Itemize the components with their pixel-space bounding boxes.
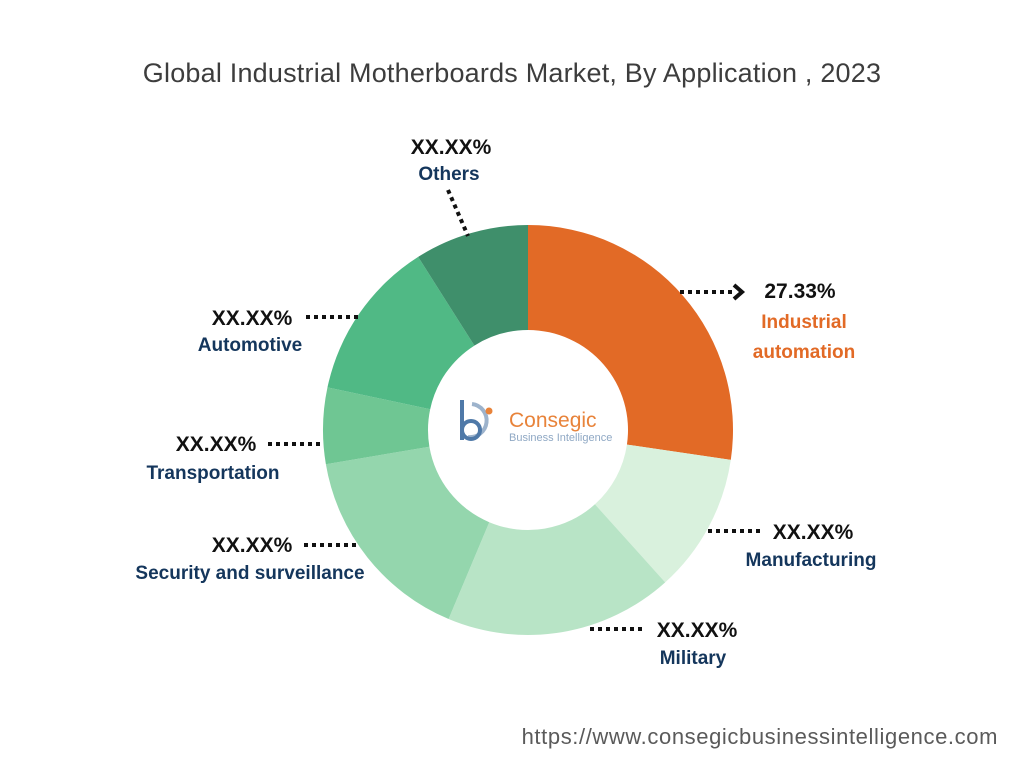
slice-manufacturing — [594, 444, 731, 583]
leader-arrow-icon — [732, 283, 746, 301]
donut-slices — [323, 225, 733, 636]
category-label-security-and-surveillance: Security and surveillance — [135, 563, 364, 584]
category-label-industrial-automation-line-1: Industrial — [761, 312, 847, 333]
value-label-manufacturing: XX.XX% — [773, 521, 854, 544]
category-label-manufacturing: Manufacturing — [746, 550, 877, 571]
slice-labels: 27.33% Industrial automation XX.XX% Manufact… — [135, 136, 876, 669]
logo-b-icon — [460, 400, 483, 441]
label-leaders — [268, 189, 760, 631]
leader-line-others — [446, 189, 470, 237]
category-label-automotive: Automotive — [198, 335, 303, 356]
logo-tagline: Business Intelligence — [509, 432, 612, 444]
logo-name: Consegic — [509, 409, 597, 432]
value-label-industrial-automation: 27.33% — [764, 280, 836, 303]
footer-url[interactable]: https://www.consegicbusinessintelligence… — [521, 724, 998, 749]
category-label-industrial-automation-line-2: automation — [753, 342, 855, 363]
value-label-automotive: XX.XX% — [212, 307, 293, 330]
logo-dot-icon — [485, 407, 493, 415]
category-label-military: Military — [660, 648, 727, 669]
slice-industrial-automation — [528, 225, 733, 460]
slice-security-and-surveillance — [325, 446, 490, 619]
slice-transportation — [323, 387, 431, 465]
value-label-others: XX.XX% — [411, 136, 492, 159]
slice-military — [448, 504, 666, 636]
value-label-transportation: XX.XX% — [176, 433, 257, 456]
value-label-military: XX.XX% — [657, 619, 738, 642]
chart-title: Global Industrial Motherboards Market, B… — [142, 58, 882, 88]
category-label-others: Others — [418, 164, 479, 185]
value-label-security-and-surveillance: XX.XX% — [212, 534, 293, 557]
slice-others — [418, 225, 528, 346]
consegic-logo: Consegic Business Intelligence — [460, 400, 612, 444]
slice-automotive — [327, 256, 475, 410]
category-label-transportation: Transportation — [146, 463, 279, 484]
